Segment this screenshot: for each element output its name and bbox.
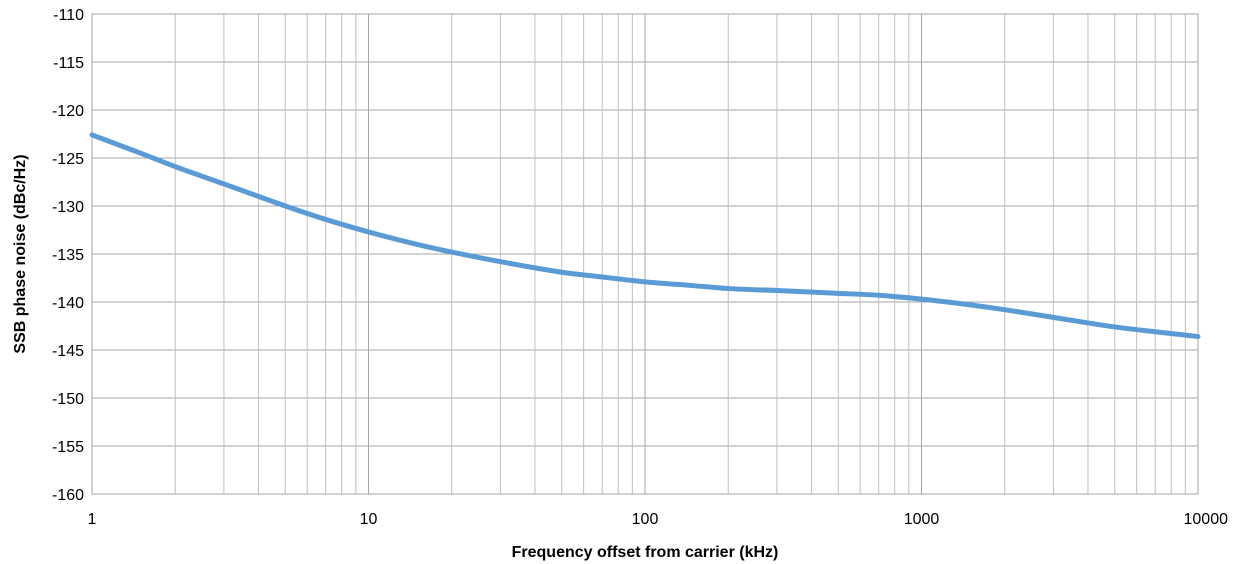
y-axis-title: SSB phase noise (dBc/Hz) [12,154,29,353]
y-tick-label: -115 [53,55,84,72]
y-tick-label: -145 [52,343,84,360]
x-tick-label: 100 [632,511,659,528]
phase-noise-line [89,132,1201,340]
y-tick-label: -160 [52,487,84,504]
y-tick-label: -155 [52,439,84,456]
y-tick-labels: -110 -115 -120 -125 -130 -135 -140 -145 -150 -155… [52,7,84,504]
y-tick-label: -125 [52,151,84,168]
y-tick-label: -120 [52,103,84,120]
x-tick-label: 10 [360,511,378,528]
x-tick-labels: 1 10 100 1000 10000 [88,511,1229,528]
y-tick-label: -140 [52,295,84,312]
y-tick-label: -150 [52,391,84,408]
y-tick-label: -110 [53,7,84,24]
y-tick-label: -130 [52,199,84,216]
series-group [89,132,1201,340]
grid [91,13,1199,495]
x-tick-label: 1000 [904,511,940,528]
x-tick-label: 1 [88,511,97,528]
x-tick-label: 10000 [1184,511,1229,528]
x-axis-title: Frequency offset from carrier (kHz) [512,544,779,561]
y-tick-label: -135 [52,247,84,264]
plot-frame [91,13,1199,495]
